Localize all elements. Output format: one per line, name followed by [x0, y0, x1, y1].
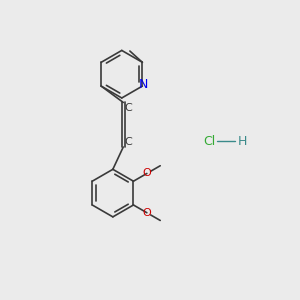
Text: N: N [139, 78, 148, 91]
Text: Cl: Cl [203, 135, 215, 148]
Text: C: C [125, 103, 133, 113]
Text: O: O [142, 208, 151, 218]
Text: H: H [238, 135, 247, 148]
Text: C: C [125, 137, 133, 147]
Text: O: O [142, 169, 151, 178]
